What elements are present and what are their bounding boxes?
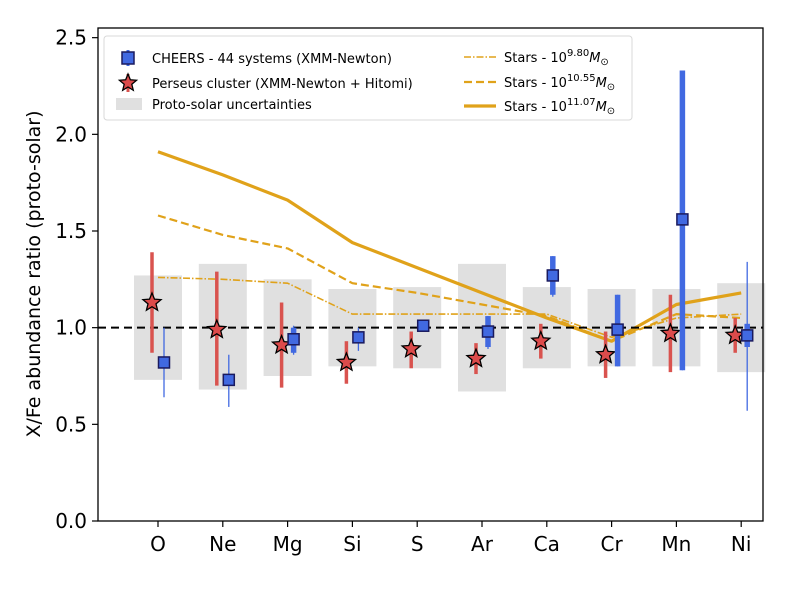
plot-frame (97, 27, 764, 522)
legend-perseus-star-icon (117, 72, 139, 92)
x-tick-label: Mg (273, 532, 303, 556)
y-tick-label: 2.5 (55, 26, 87, 50)
legend-cheers-marker (121, 51, 135, 65)
cheers-point (481, 325, 495, 338)
legend-stars-high-label: Stars - 1011.07M⊙ (504, 97, 615, 117)
cheers-point (416, 319, 430, 332)
cheers-point (740, 329, 754, 342)
legend-protosolar-label: Proto-solar uncertainties (152, 98, 312, 113)
legend-perseus-label: Perseus cluster (XMM-Newton + Hitomi) (152, 77, 413, 92)
stars-high-line (157, 150, 742, 343)
legend-stars-mid-exp: 10.55 (567, 73, 596, 84)
cheers-point (352, 331, 365, 344)
legend-stars-low-prefix: Stars - 10 (504, 51, 567, 66)
perseus-point (465, 347, 487, 368)
y-tick-label: 0.5 (55, 412, 87, 436)
x-tick-label: Cr (601, 532, 624, 556)
y-tick-label: 1.5 (55, 219, 87, 243)
legend-stars-low-exp: 9.80 (567, 48, 589, 59)
legend-box (103, 35, 633, 121)
perseus-point (141, 291, 163, 312)
x-tick-label: Ar (471, 532, 494, 556)
perseus-point (335, 351, 358, 372)
cheers-point (611, 323, 624, 336)
perseus-point (206, 318, 228, 339)
perseus-point (400, 337, 422, 359)
legend-stars-high-exp: 11.07 (567, 97, 596, 108)
legend-stars-mid-prefix: Stars - 10 (504, 76, 567, 91)
x-tick-label: Ne (209, 532, 236, 556)
plot-layer (98, 70, 766, 411)
legend-stars-low-sub: ⊙ (600, 57, 608, 68)
x-tick-label: Si (343, 532, 361, 556)
legend-stars-high-sub: ⊙ (607, 106, 615, 117)
x-tick-label: Ca (534, 532, 560, 556)
x-tick-label: O (150, 532, 166, 556)
legend: CHEERS - 44 systems (XMM-Newton) Perseus… (103, 35, 633, 121)
y-tick-label: 1.0 (55, 316, 87, 340)
perseus-point (659, 322, 682, 343)
y-tick-label: 0.0 (55, 509, 87, 533)
cheers-point (157, 356, 171, 369)
axis-layer: 0.0 0.5 1.0 1.5 2.0 2.5 O Ne Mg Si S Ar Ca Cr Mn Ni (55, 26, 751, 556)
legend-stars-mid-sub: ⊙ (607, 82, 615, 93)
legend-stars-mid-unit: M (596, 76, 607, 91)
cheers-point (287, 333, 300, 346)
legend-stars-low-unit: M (589, 51, 600, 66)
legend-stars-high-unit: M (596, 100, 607, 115)
legend-stars-mid-label: Stars - 1010.55M⊙ (504, 73, 615, 93)
legend-stars-high-prefix: Stars - 10 (504, 100, 567, 115)
x-tick-label: Mn (661, 532, 691, 556)
perseus-point (594, 343, 617, 364)
y-axis-label: X/Fe abundance ratio (proto-solar) (23, 110, 45, 437)
stars-low-line (157, 276, 742, 339)
cheers-point (546, 269, 560, 282)
perseus-point (530, 329, 552, 351)
legend-stars-low-label: Stars - 109.80M⊙ (504, 48, 609, 68)
y-tick-label: 2.0 (55, 122, 87, 146)
x-tick-label: Ni (731, 532, 752, 556)
legend-protosolar-swatch (116, 98, 142, 110)
cheers-point (676, 213, 689, 226)
legend-cheers-label: CHEERS - 44 systems (XMM-Newton) (152, 52, 392, 67)
x-tick-label: S (411, 532, 424, 556)
cheers-point (222, 373, 236, 387)
